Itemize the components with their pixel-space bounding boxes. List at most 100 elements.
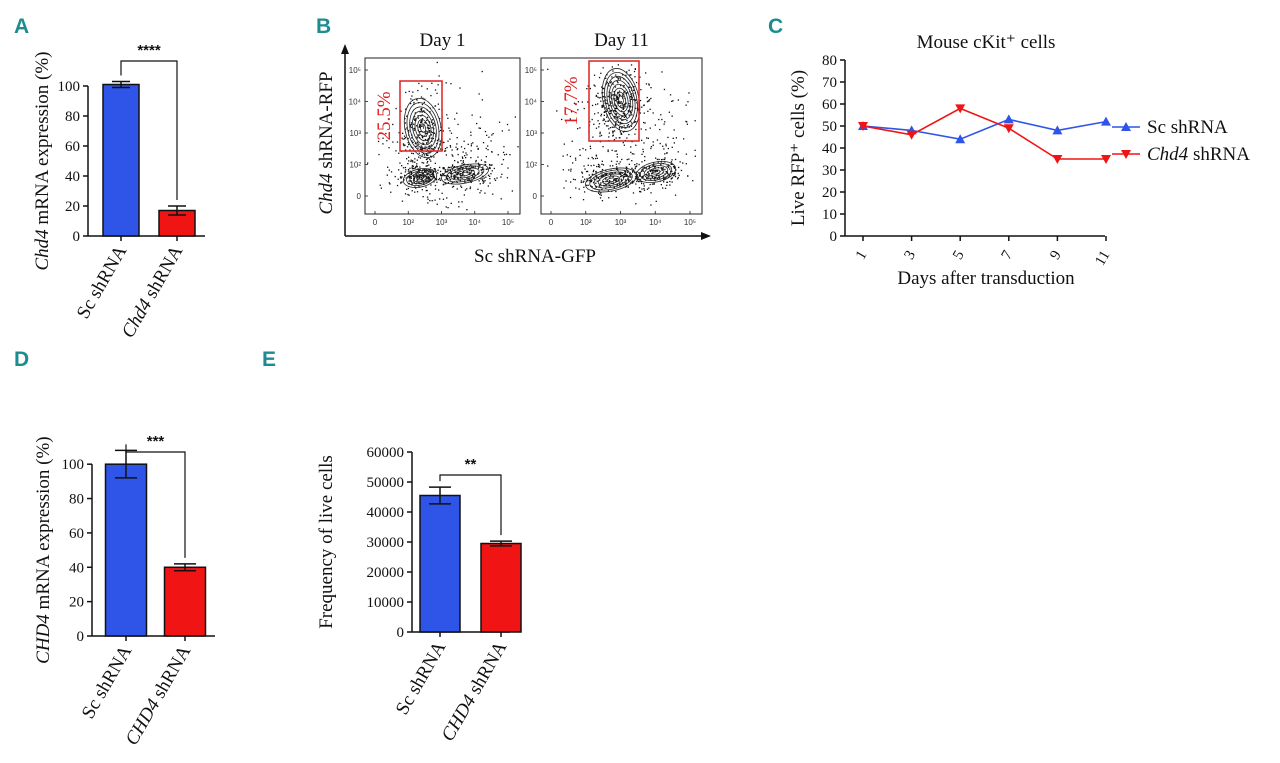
- event-dot: [447, 182, 450, 184]
- event-dot: [628, 69, 630, 71]
- event-dot: [630, 96, 632, 98]
- y-tick-label: 0: [77, 629, 85, 645]
- event-dot: [455, 146, 457, 148]
- event-dot: [630, 151, 632, 153]
- event-dot: [614, 123, 617, 126]
- event-dot: [570, 170, 572, 172]
- event-dot: [619, 101, 621, 103]
- event-dot: [418, 177, 420, 179]
- event-dot: [646, 101, 649, 103]
- event-dot: [622, 184, 624, 186]
- event-dot: [452, 165, 454, 167]
- event-dot: [624, 103, 626, 105]
- event-dot: [491, 164, 493, 166]
- legend-label: Chd4 shRNA: [1147, 144, 1250, 165]
- plot-title: Day 11: [594, 30, 649, 51]
- event-dot: [625, 168, 628, 171]
- event-dot: [604, 174, 606, 176]
- event-dot: [434, 89, 437, 91]
- event-dot: [664, 121, 666, 123]
- event-dot: [648, 84, 650, 86]
- contour-line: [441, 163, 489, 185]
- event-dot: [466, 168, 468, 170]
- event-dot: [408, 176, 410, 178]
- event-dot: [637, 108, 639, 110]
- event-dot: [614, 116, 617, 118]
- event-dot: [574, 157, 577, 159]
- event-dot: [605, 102, 607, 105]
- event-dot: [620, 101, 622, 103]
- event-dot: [377, 140, 380, 143]
- event-dot: [398, 152, 400, 154]
- event-dot: [408, 156, 410, 158]
- event-dot: [588, 174, 590, 176]
- event-dot: [678, 166, 680, 169]
- event-dot: [458, 168, 460, 170]
- event-dot: [416, 165, 418, 167]
- event-dot: [410, 180, 413, 182]
- event-dot: [450, 83, 452, 85]
- event-dot: [674, 174, 676, 176]
- contour-line: [651, 169, 661, 175]
- significance-bracket: [439, 474, 502, 536]
- event-dot: [401, 137, 403, 139]
- event-dot: [424, 147, 426, 149]
- event-dot: [457, 171, 459, 174]
- event-dot: [445, 206, 447, 208]
- event-dot: [415, 98, 418, 100]
- event-dot: [439, 166, 441, 169]
- event-dot: [449, 146, 452, 148]
- event-dot: [677, 172, 679, 175]
- event-dot: [404, 122, 407, 124]
- event-dot: [421, 103, 424, 106]
- event-dot: [485, 168, 487, 170]
- event-dot: [673, 167, 676, 169]
- event-dot: [631, 181, 633, 183]
- event-dot: [606, 110, 608, 112]
- event-dot: [670, 163, 672, 165]
- x-tick-label: 10³: [615, 218, 627, 227]
- data-point: [1003, 114, 1014, 124]
- event-dot: [672, 100, 674, 102]
- event-dot: [439, 117, 441, 120]
- event-dot: [485, 176, 487, 178]
- event-dot: [646, 188, 649, 190]
- y-tick-label: 0: [830, 229, 838, 245]
- event-dot: [633, 86, 635, 88]
- y-tick-label: 10000: [367, 595, 405, 611]
- event-dot: [442, 173, 444, 175]
- event-dot: [445, 169, 447, 171]
- event-dot: [614, 150, 616, 152]
- event-dot: [618, 163, 620, 165]
- event-dot: [575, 187, 577, 189]
- event-dot: [617, 119, 619, 121]
- event-dot: [639, 175, 641, 177]
- event-dot: [467, 143, 469, 145]
- event-dot: [665, 171, 667, 173]
- y-tick-label: 20: [65, 199, 80, 215]
- event-dot: [641, 106, 643, 108]
- event-dot: [409, 176, 411, 178]
- y-tick-label: 0: [397, 625, 405, 641]
- event-dot: [452, 182, 454, 184]
- event-dot: [617, 100, 619, 103]
- event-dot: [616, 107, 618, 110]
- event-dot: [635, 99, 637, 101]
- event-dot: [425, 176, 427, 178]
- event-dot: [570, 181, 572, 183]
- event-dot: [615, 121, 617, 123]
- event-dot: [412, 165, 414, 167]
- event-dot: [457, 148, 459, 150]
- x-tick-label: 10⁵: [502, 218, 514, 227]
- event-dot: [639, 76, 641, 78]
- gate-percentage: 17.7%: [561, 76, 582, 125]
- event-dot: [426, 162, 428, 164]
- event-dot: [649, 127, 651, 129]
- event-dot: [437, 169, 439, 171]
- flow-plot: Day 11 10⁵ 10⁴ 10³ 10² 0 0 10² 10³ 10⁴ 10⁵ 17.7%: [525, 30, 703, 227]
- event-dot: [487, 168, 489, 170]
- event-dot: [643, 188, 645, 190]
- y-tick-label: 40: [69, 560, 84, 576]
- event-dot: [609, 127, 612, 129]
- event-dot: [646, 177, 648, 179]
